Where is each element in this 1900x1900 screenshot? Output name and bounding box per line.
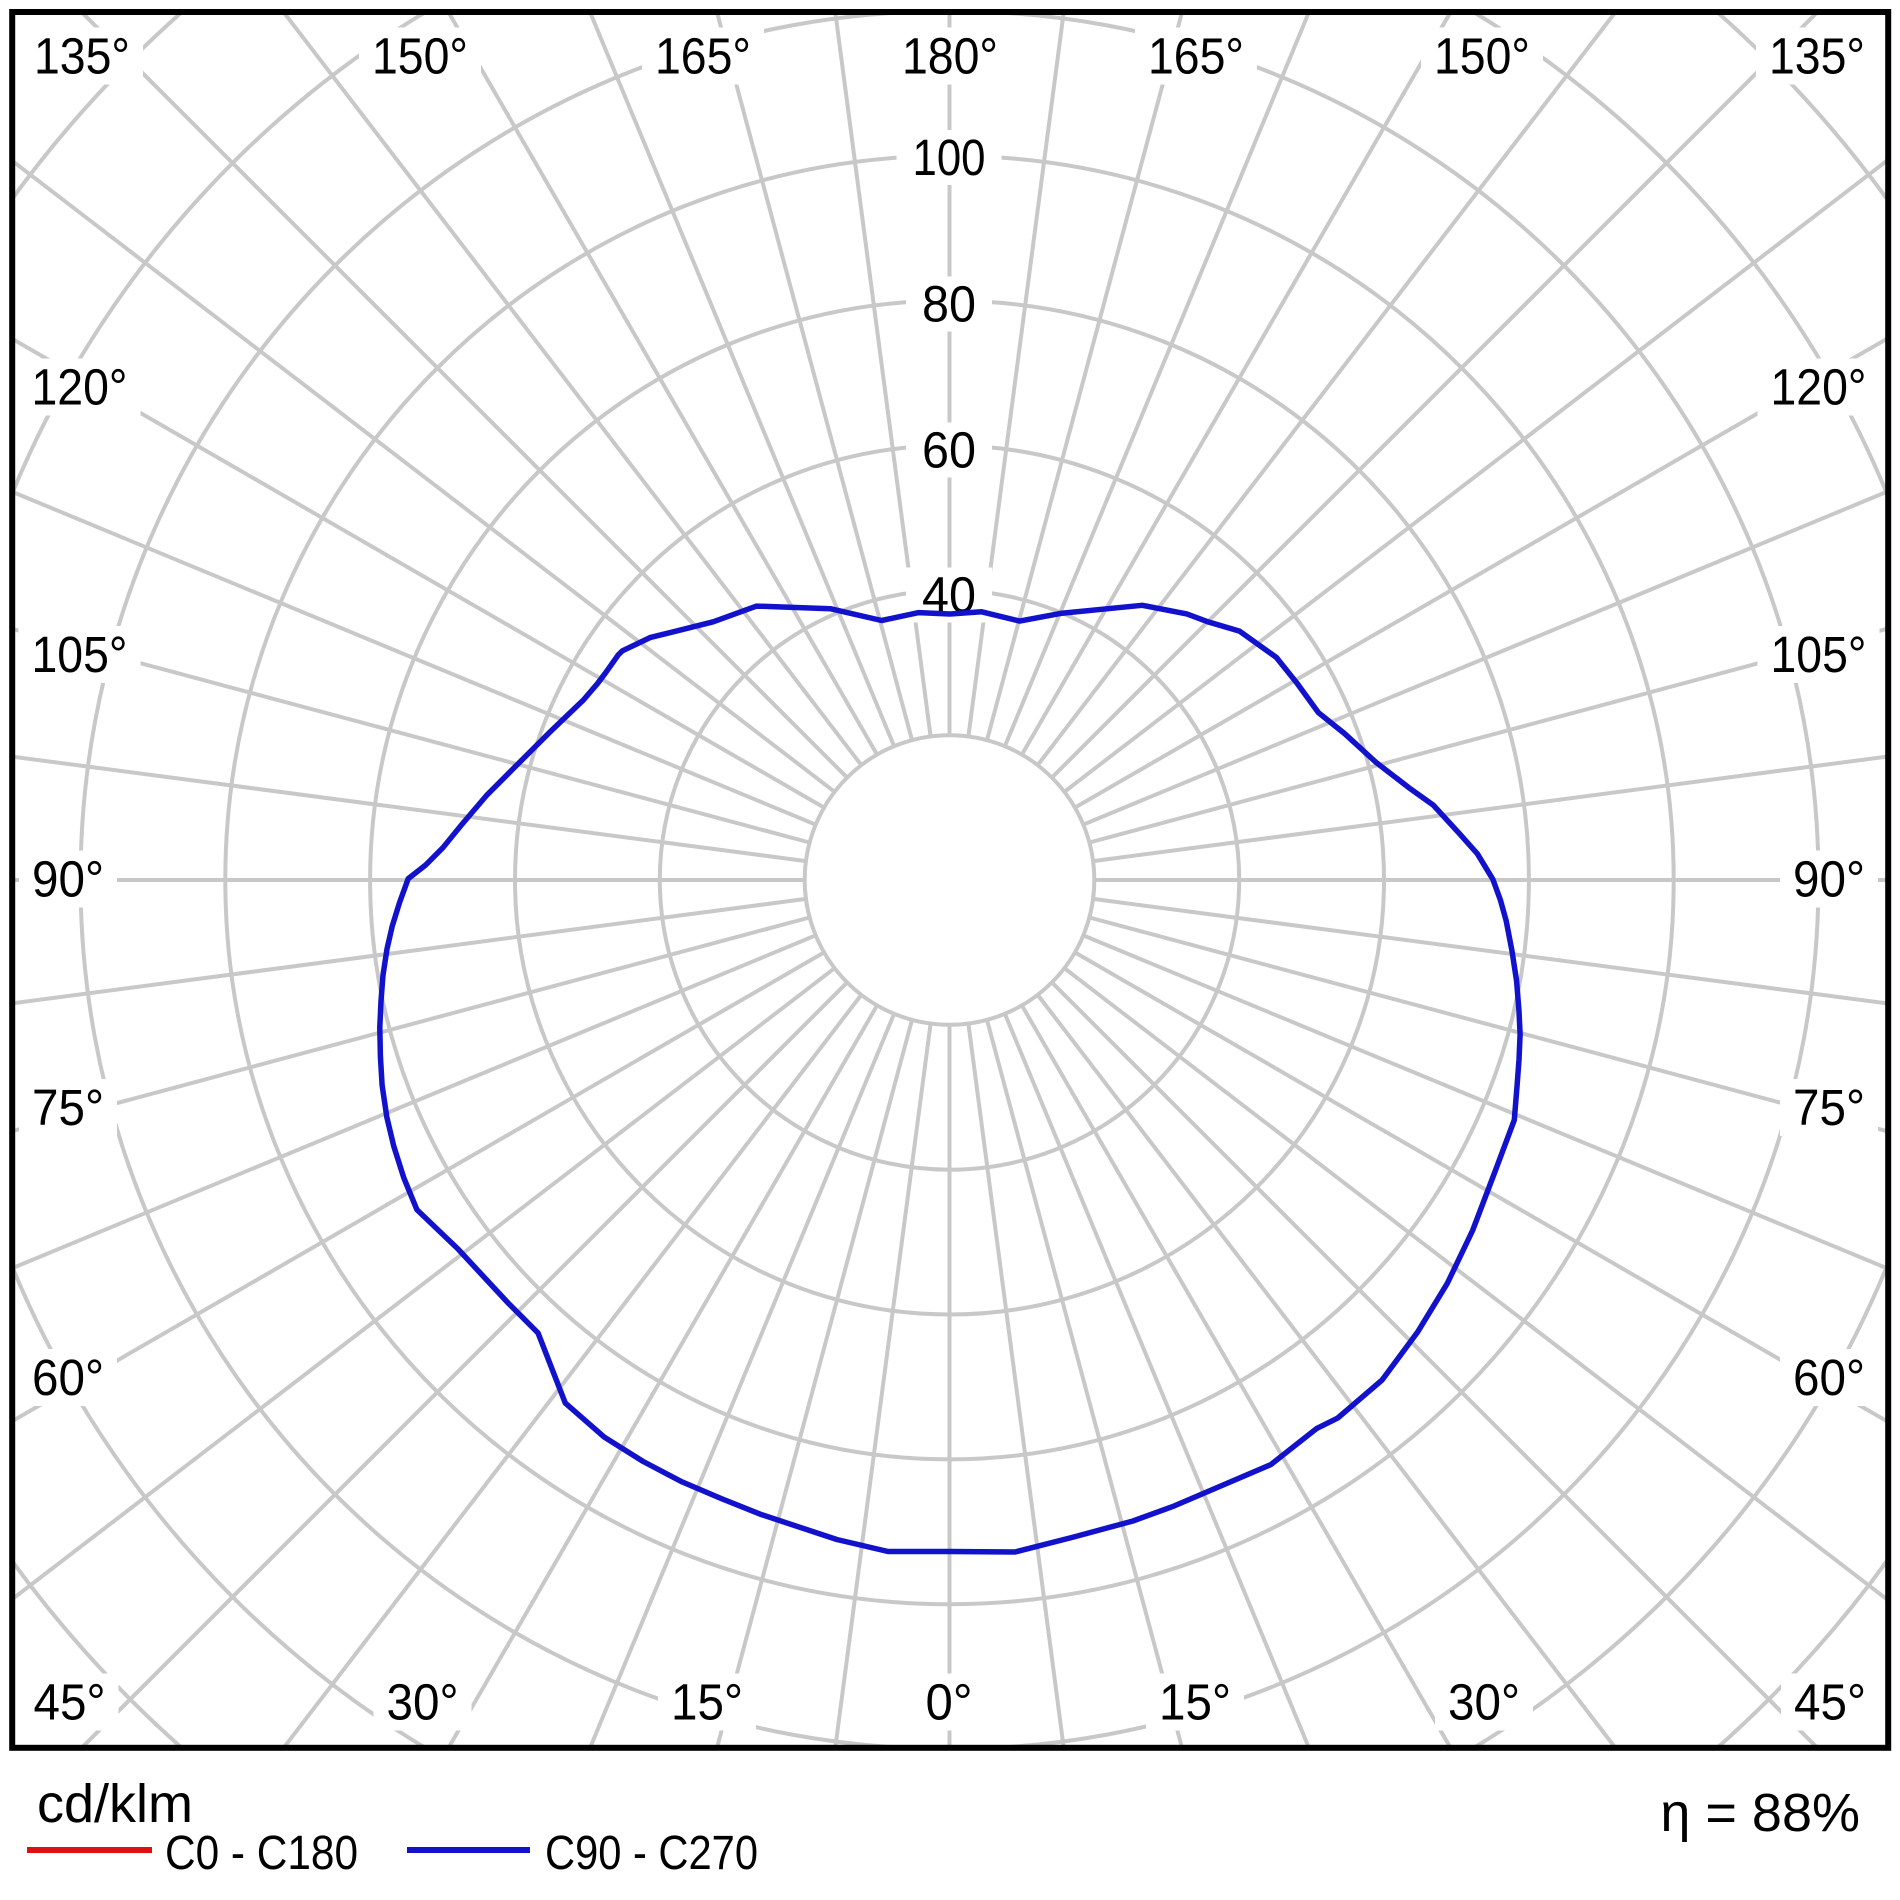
svg-text:45°: 45° (34, 1674, 106, 1731)
svg-text:135°: 135° (1769, 28, 1865, 85)
svg-text:60: 60 (922, 422, 976, 479)
svg-text:120°: 120° (1771, 359, 1867, 416)
svg-text:90°: 90° (32, 851, 104, 908)
svg-text:C0 - C180: C0 - C180 (165, 1827, 358, 1880)
svg-text:180°: 180° (902, 28, 998, 85)
svg-text:15°: 15° (1159, 1674, 1231, 1731)
svg-text:30°: 30° (387, 1674, 459, 1731)
svg-text:120°: 120° (32, 359, 128, 416)
svg-text:105°: 105° (32, 626, 128, 683)
svg-text:η = 88%: η = 88% (1660, 1783, 1860, 1843)
svg-text:60°: 60° (32, 1349, 104, 1406)
svg-text:30°: 30° (1448, 1674, 1520, 1731)
svg-text:60°: 60° (1793, 1349, 1865, 1406)
svg-text:0°: 0° (926, 1674, 973, 1731)
svg-text:165°: 165° (1148, 28, 1244, 85)
svg-text:105°: 105° (1771, 626, 1867, 683)
svg-text:15°: 15° (671, 1674, 743, 1731)
svg-text:cd/klm: cd/klm (37, 1774, 193, 1834)
svg-text:45°: 45° (1794, 1674, 1866, 1731)
svg-text:135°: 135° (34, 28, 130, 85)
svg-text:C90 - C270: C90 - C270 (545, 1827, 758, 1880)
svg-text:75°: 75° (32, 1079, 104, 1136)
svg-text:75°: 75° (1793, 1079, 1865, 1136)
svg-text:165°: 165° (655, 28, 751, 85)
svg-text:90°: 90° (1793, 851, 1865, 908)
svg-text:80: 80 (922, 276, 976, 333)
svg-text:150°: 150° (1434, 28, 1530, 85)
svg-text:150°: 150° (372, 28, 468, 85)
svg-text:100: 100 (913, 129, 986, 186)
